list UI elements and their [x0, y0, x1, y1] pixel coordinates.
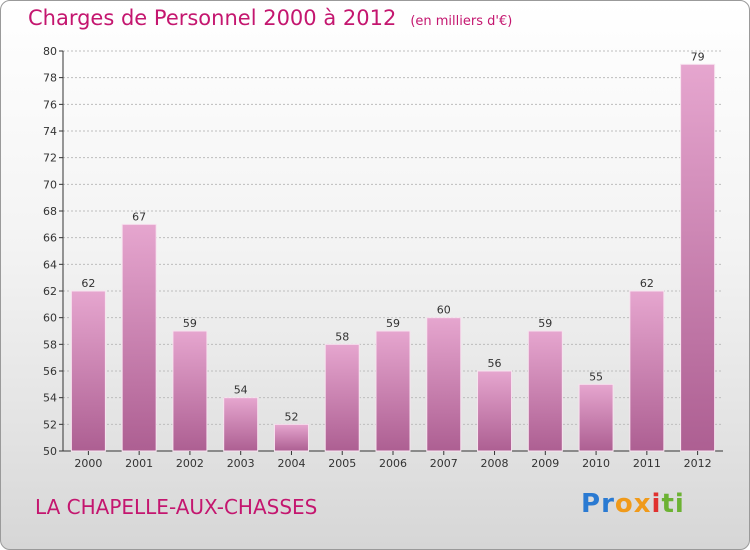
bar: [629, 290, 665, 452]
bar: [172, 330, 208, 452]
y-tick-label: 62: [43, 285, 57, 298]
data-label: 52: [284, 410, 298, 423]
data-label: 54: [234, 384, 248, 397]
x-tick-label: 2009: [531, 457, 559, 470]
data-label: 60: [437, 304, 451, 317]
chart-title: Charges de Personnel 2000 à 2012 (en mill…: [28, 6, 512, 30]
bar: [680, 63, 716, 452]
y-tick-label: 58: [43, 338, 57, 351]
logo-letter: x: [633, 489, 652, 519]
y-tick-label: 54: [43, 392, 57, 405]
x-tick-label: 2004: [277, 457, 305, 470]
y-tick-label: 60: [43, 312, 57, 325]
data-label: 56: [488, 357, 502, 370]
y-tick-label: 80: [43, 45, 57, 58]
y-tick-label: 50: [43, 445, 57, 458]
bar: [70, 290, 106, 452]
proxiti-logo: Proxiti: [581, 489, 685, 523]
logo-letter: i: [651, 489, 662, 519]
data-label: 59: [538, 317, 552, 330]
x-tick-label: 2002: [176, 457, 204, 470]
logo-letter: r: [601, 489, 615, 519]
x-tick-label: 2008: [481, 457, 509, 470]
chart-subtitle: (en milliers d'€): [410, 14, 513, 29]
x-tick-label: 2006: [379, 457, 407, 470]
bar: [477, 370, 513, 452]
bar: [375, 330, 411, 452]
bar: [426, 317, 462, 452]
y-tick-label: 78: [43, 72, 57, 85]
data-label: 58: [335, 330, 349, 343]
y-tick-label: 56: [43, 365, 57, 378]
data-label: 59: [386, 317, 400, 330]
y-tick-label: 68: [43, 205, 57, 218]
bar: [223, 397, 259, 452]
bar: [121, 223, 157, 452]
x-tick-label: 2007: [430, 457, 458, 470]
x-tick-label: 2003: [227, 457, 255, 470]
x-tick-label: 2001: [125, 457, 153, 470]
data-label: 79: [691, 50, 705, 63]
x-tick-label: 2005: [328, 457, 356, 470]
logo-letter: t: [661, 489, 675, 519]
title-text: Charges de Personnel 2000 à 2012: [28, 6, 397, 30]
logo-letter: i: [674, 489, 685, 519]
x-tick-label: 2011: [633, 457, 661, 470]
data-label: 55: [589, 370, 603, 383]
x-tick-label: 2000: [74, 457, 102, 470]
y-tick-label: 76: [43, 98, 57, 111]
bar: [324, 343, 360, 452]
bar: [578, 383, 614, 452]
y-tick-label: 74: [43, 125, 57, 138]
commune-name: LA CHAPELLE-AUX-CHASSES: [35, 495, 318, 519]
y-tick-label: 66: [43, 232, 57, 245]
logo-letter: P: [581, 489, 602, 519]
y-tick-label: 52: [43, 418, 57, 431]
x-tick-label: 2012: [684, 457, 712, 470]
data-label: 62: [640, 277, 654, 290]
bar: [527, 330, 563, 452]
data-label: 62: [81, 277, 95, 290]
data-label: 67: [132, 210, 146, 223]
x-tick-label: 2010: [582, 457, 610, 470]
logo-letter: o: [614, 489, 634, 519]
bar: [273, 423, 309, 452]
y-tick-label: 72: [43, 152, 57, 165]
data-label: 59: [183, 317, 197, 330]
y-tick-label: 70: [43, 178, 57, 191]
y-tick-label: 64: [43, 258, 57, 271]
